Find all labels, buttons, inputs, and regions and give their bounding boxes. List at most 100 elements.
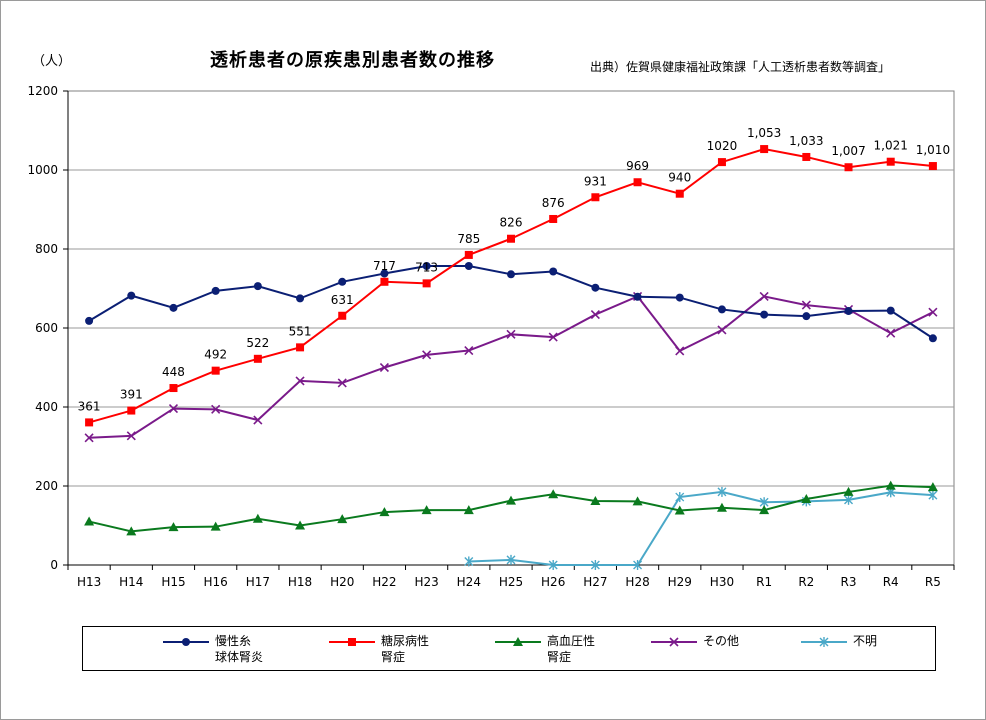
y-tick-label: 1200 (27, 84, 58, 98)
x-tick-label: H14 (119, 575, 143, 589)
series-1 (85, 145, 937, 427)
data-label: 1,007 (831, 144, 865, 158)
data-point (506, 495, 516, 505)
data-point (675, 492, 685, 503)
data-point (85, 418, 94, 427)
data-point (296, 294, 305, 303)
data-point (84, 433, 94, 443)
data-point (252, 513, 263, 523)
data-point (506, 329, 516, 339)
legend-label: 糖尿病性 腎症 (381, 633, 501, 665)
data-point (590, 310, 600, 320)
data-point (675, 293, 684, 302)
y-tick-label: 800 (35, 242, 58, 256)
data-point (928, 307, 938, 317)
data-point (338, 311, 347, 320)
data-point (717, 325, 727, 335)
data-point (422, 350, 432, 360)
x-tick-label: R4 (883, 575, 899, 589)
data-label: 391 (120, 388, 143, 402)
data-point (886, 328, 896, 338)
data-point (253, 415, 263, 425)
data-point (760, 145, 769, 154)
legend-label-line: 高血圧性 (547, 634, 596, 648)
legend-label: 高血圧性 腎症 (547, 633, 667, 665)
x-tick-label: R3 (841, 575, 857, 589)
data-point (253, 354, 262, 363)
data-point (801, 494, 812, 504)
data-point (464, 250, 473, 259)
data-point (295, 520, 306, 530)
data-label: 631 (331, 293, 354, 307)
data-point (590, 560, 600, 570)
legend-label-line: 糖尿病性 (381, 634, 430, 648)
legend-marker (348, 638, 356, 646)
source-note: 出典）佐賀県健康福祉政策課「人工透析患者数等調査」 (590, 60, 891, 74)
x-tick-label: H24 (457, 575, 481, 589)
legend-symbol (801, 637, 847, 647)
data-point (633, 560, 643, 570)
data-point (421, 505, 432, 515)
data-point (717, 305, 726, 314)
data-point (127, 406, 136, 415)
data-point (506, 554, 516, 565)
legend: 慢性糸 球体腎炎 糖尿病性 腎症 高血圧性 腎症 その他 不明 (82, 626, 936, 671)
legend-symbol (495, 637, 541, 646)
data-point (885, 480, 896, 490)
legend-label-line: 腎症 (381, 650, 406, 664)
chart-title: 透析患者の原疾患別患者数の推移 (210, 50, 495, 71)
series-line (468, 490, 933, 566)
data-label: 969 (626, 159, 649, 173)
x-tick-label: R5 (925, 575, 941, 589)
legend-symbol (163, 638, 209, 646)
x-tick-label: H26 (541, 575, 565, 589)
series-2 (84, 480, 938, 536)
x-tick-label: H25 (499, 575, 523, 589)
data-point (548, 489, 559, 499)
data-point (379, 362, 389, 373)
data-point (548, 332, 558, 342)
legend-label-line: その他 (703, 634, 740, 648)
data-point (464, 345, 474, 356)
x-tick-label: H30 (710, 575, 734, 589)
series-4 (464, 486, 938, 570)
x-tick-label: H22 (372, 575, 396, 589)
data-point (169, 303, 178, 312)
data-point (126, 431, 136, 441)
data-point (759, 291, 769, 301)
data-point (84, 516, 95, 526)
data-point (507, 234, 515, 243)
data-point (463, 505, 474, 515)
data-point (927, 482, 938, 492)
x-tick-label: H20 (330, 575, 354, 589)
legend-label: その他 (703, 633, 823, 649)
x-tick-label: R2 (798, 575, 814, 589)
data-point (716, 502, 727, 512)
y-tick-label: 400 (35, 400, 58, 414)
x-tick-label: H23 (414, 575, 438, 589)
legend-label-line: 腎症 (547, 650, 572, 664)
legend-marker (819, 637, 829, 647)
data-point (591, 193, 600, 202)
data-label: 1020 (707, 139, 738, 153)
data-point (549, 214, 558, 223)
x-tick-label: H13 (77, 575, 101, 589)
data-point (590, 496, 601, 506)
data-point (210, 521, 221, 531)
data-label: 717 (373, 259, 396, 273)
x-tick-label: H15 (161, 575, 185, 589)
x-tick-label: R1 (756, 575, 772, 589)
data-label: 826 (500, 216, 523, 230)
data-point (717, 486, 727, 497)
data-point (211, 404, 221, 414)
y-axis-unit: （人） (32, 54, 72, 69)
data-point (844, 307, 853, 316)
data-point (549, 267, 558, 276)
series-0 (85, 261, 937, 343)
y-tick-label: 600 (35, 321, 58, 335)
data-point (886, 157, 895, 166)
data-point (802, 152, 811, 161)
legend-label: 慢性糸 球体腎炎 (215, 633, 335, 665)
data-point (591, 283, 600, 292)
